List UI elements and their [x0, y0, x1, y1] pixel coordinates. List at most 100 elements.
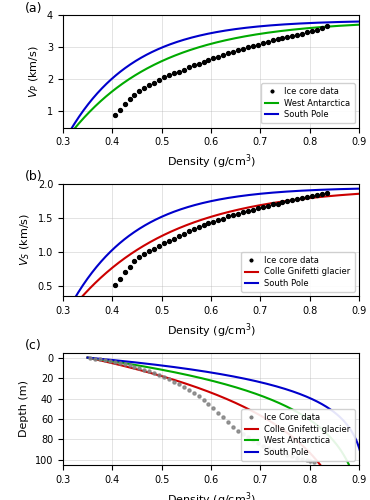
Point: [260, 442, 266, 450]
Point: [161, 74, 167, 82]
Point: [250, 436, 256, 444]
Point: [289, 32, 295, 40]
Point: [299, 455, 305, 463]
Point: [285, 451, 290, 459]
Point: [112, 112, 118, 120]
Point: [166, 375, 172, 383]
Point: [245, 207, 251, 215]
Point: [240, 45, 246, 53]
X-axis label: Density (g/cm$^3$): Density (g/cm$^3$): [166, 322, 255, 340]
Point: [245, 44, 251, 52]
Point: [270, 36, 276, 44]
Point: [240, 208, 246, 216]
Point: [211, 404, 216, 412]
Point: [156, 76, 162, 84]
Point: [186, 228, 192, 235]
Point: [146, 247, 152, 255]
Point: [201, 222, 206, 230]
Point: [220, 51, 226, 59]
Point: [299, 194, 305, 202]
Point: [171, 70, 177, 78]
Point: [97, 355, 103, 363]
Point: [319, 190, 325, 198]
Point: [245, 434, 251, 442]
Point: [205, 400, 211, 407]
Point: [141, 250, 147, 258]
Point: [265, 38, 270, 46]
Point: [275, 448, 280, 456]
Y-axis label: $V_S$ (km/s): $V_S$ (km/s): [18, 214, 32, 266]
Point: [215, 409, 221, 417]
Legend: Ice core data, West Antarctica, South Pole: Ice core data, West Antarctica, South Po…: [261, 83, 355, 124]
Point: [314, 192, 320, 200]
Point: [310, 458, 316, 466]
Point: [171, 235, 177, 243]
Text: (c): (c): [24, 339, 41, 352]
Point: [176, 68, 182, 76]
Legend: Ice Core data, Colle Gnifetti glacier, West Antarctica, South Pole: Ice Core data, Colle Gnifetti glacier, W…: [241, 409, 355, 461]
Point: [294, 30, 300, 38]
Point: [112, 280, 118, 288]
Point: [270, 200, 276, 208]
Point: [102, 356, 108, 364]
Point: [265, 444, 270, 452]
Point: [314, 26, 320, 34]
Point: [225, 212, 231, 220]
Point: [137, 364, 142, 372]
Point: [122, 100, 128, 108]
Point: [260, 203, 266, 211]
Point: [191, 62, 196, 70]
Point: [285, 198, 290, 205]
Point: [201, 396, 206, 404]
Point: [166, 71, 172, 79]
Point: [225, 418, 231, 426]
Point: [141, 366, 147, 374]
Point: [285, 33, 290, 41]
Point: [161, 373, 167, 381]
Point: [166, 237, 172, 245]
Point: [324, 22, 330, 30]
Legend: Ice core data, Colle Gnifetti glacier, South Pole: Ice core data, Colle Gnifetti glacier, S…: [241, 252, 355, 292]
Point: [186, 64, 192, 72]
Point: [137, 87, 142, 95]
Point: [122, 268, 128, 276]
Point: [201, 58, 206, 66]
Point: [117, 106, 122, 114]
Point: [255, 204, 261, 212]
Text: (b): (b): [24, 170, 42, 183]
Point: [137, 254, 142, 262]
Point: [235, 210, 241, 218]
Point: [304, 456, 310, 464]
Point: [151, 369, 157, 377]
Point: [117, 359, 122, 367]
Point: [230, 48, 236, 56]
Point: [181, 383, 187, 391]
Point: [230, 422, 236, 430]
Point: [260, 39, 266, 47]
Point: [211, 54, 216, 62]
Point: [324, 188, 330, 196]
Point: [92, 354, 98, 362]
Point: [265, 202, 270, 209]
Point: [176, 232, 182, 240]
Point: [161, 239, 167, 247]
Point: [275, 36, 280, 44]
Y-axis label: $V_P$ (km/s): $V_P$ (km/s): [28, 45, 41, 98]
Point: [196, 224, 202, 232]
Point: [304, 192, 310, 200]
Point: [117, 275, 122, 283]
Point: [299, 30, 305, 38]
Point: [215, 53, 221, 61]
Point: [186, 386, 192, 394]
Point: [309, 28, 315, 36]
Text: (a): (a): [24, 2, 42, 15]
Point: [181, 66, 187, 74]
Point: [131, 363, 137, 371]
Point: [122, 360, 128, 368]
Point: [235, 427, 241, 435]
Point: [279, 198, 285, 206]
Point: [294, 196, 300, 203]
Point: [127, 263, 132, 271]
Point: [205, 56, 211, 64]
Point: [176, 380, 182, 388]
